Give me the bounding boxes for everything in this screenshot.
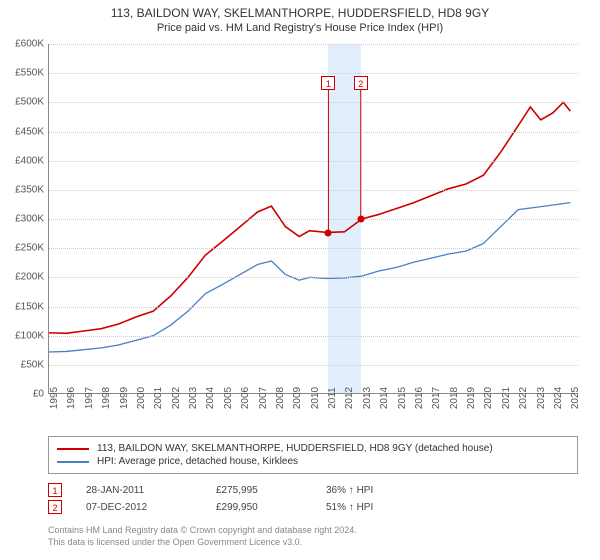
- x-axis-label: 2009: [292, 387, 303, 409]
- y-axis-label: £550K: [15, 68, 44, 79]
- sale-marker-box: 1: [321, 76, 335, 90]
- title-block: 113, BAILDON WAY, SKELMANTHORPE, HUDDERS…: [0, 0, 600, 36]
- x-axis-label: 2021: [501, 387, 512, 409]
- sale-hpi: 51% ↑ HPI: [326, 502, 446, 513]
- x-axis-label: 2022: [518, 387, 529, 409]
- x-axis-label: 2006: [240, 387, 251, 409]
- gridline: [49, 277, 578, 278]
- x-axis-label: 1995: [49, 387, 60, 409]
- gridline: [49, 336, 578, 337]
- x-axis-label: 2010: [310, 387, 321, 409]
- x-axis-label: 2023: [536, 387, 547, 409]
- sale-price: £275,995: [216, 485, 326, 496]
- y-axis-label: £50K: [21, 359, 44, 370]
- y-axis-label: £100K: [15, 330, 44, 341]
- y-axis-label: £300K: [15, 214, 44, 225]
- x-axis-label: 1999: [119, 387, 130, 409]
- x-axis-label: 1998: [101, 387, 112, 409]
- x-axis-label: 2004: [205, 387, 216, 409]
- chart-title: 113, BAILDON WAY, SKELMANTHORPE, HUDDERS…: [0, 6, 600, 20]
- sale-date: 07-DEC-2012: [86, 502, 216, 513]
- gridline: [49, 190, 578, 191]
- x-axis-label: 2011: [327, 387, 338, 409]
- legend-swatch: [57, 461, 89, 463]
- series-line: [49, 102, 570, 333]
- sales-table: 1 28-JAN-2011£275,99536% ↑ HPI 2 07-DEC-201…: [48, 480, 446, 517]
- footer-line: Contains HM Land Registry data © Crown c…: [48, 525, 357, 537]
- x-axis-label: 2008: [275, 387, 286, 409]
- x-axis-label: 2017: [431, 387, 442, 409]
- sale-date: 28-JAN-2011: [86, 485, 216, 496]
- gridline: [49, 365, 578, 366]
- y-axis-label: £0: [33, 389, 44, 400]
- x-axis-label: 2024: [553, 387, 564, 409]
- x-axis-label: 2015: [397, 387, 408, 409]
- legend-box: 113, BAILDON WAY, SKELMANTHORPE, HUDDERS…: [48, 436, 578, 474]
- sale-hpi: 36% ↑ HPI: [326, 485, 446, 496]
- x-axis-label: 1996: [66, 387, 77, 409]
- sale-marker-box: 2: [354, 76, 368, 90]
- x-axis-label: 2007: [258, 387, 269, 409]
- legend-label: HPI: Average price, detached house, Kirk…: [97, 456, 298, 467]
- gridline: [49, 102, 578, 103]
- gridline: [49, 44, 578, 45]
- x-axis-label: 1997: [84, 387, 95, 409]
- y-axis-label: £150K: [15, 301, 44, 312]
- sale-point: [325, 230, 332, 237]
- x-axis-label: 2018: [449, 387, 460, 409]
- gridline: [49, 307, 578, 308]
- y-axis-label: £400K: [15, 155, 44, 166]
- legend-entry: HPI: Average price, detached house, Kirk…: [57, 456, 569, 467]
- x-axis-label: 2025: [570, 387, 581, 409]
- x-axis-label: 2019: [466, 387, 477, 409]
- plot-region: £0£50K£100K£150K£200K£250K£300K£350K£400…: [48, 44, 578, 394]
- legend-entry: 113, BAILDON WAY, SKELMANTHORPE, HUDDERS…: [57, 443, 569, 454]
- x-axis-label: 2001: [153, 387, 164, 409]
- gridline: [49, 248, 578, 249]
- chart-subtitle: Price paid vs. HM Land Registry's House …: [0, 22, 600, 34]
- sale-point: [357, 216, 364, 223]
- gridline: [49, 219, 578, 220]
- y-axis-label: £200K: [15, 272, 44, 283]
- x-axis-label: 2013: [362, 387, 373, 409]
- sale-row: 2 07-DEC-2012£299,95051% ↑ HPI: [48, 500, 446, 514]
- x-axis-label: 2020: [483, 387, 494, 409]
- legend-label: 113, BAILDON WAY, SKELMANTHORPE, HUDDERS…: [97, 443, 493, 454]
- chart-container: 113, BAILDON WAY, SKELMANTHORPE, HUDDERS…: [0, 0, 600, 560]
- x-axis-label: 2003: [188, 387, 199, 409]
- y-axis-label: £450K: [15, 126, 44, 137]
- y-axis-label: £600K: [15, 39, 44, 50]
- x-axis-label: 2000: [136, 387, 147, 409]
- gridline: [49, 161, 578, 162]
- sale-marker-icon: 2: [48, 500, 62, 514]
- footer-line: This data is licensed under the Open Gov…: [48, 537, 357, 549]
- sale-price: £299,950: [216, 502, 326, 513]
- legend-swatch: [57, 448, 89, 450]
- footer-attribution: Contains HM Land Registry data © Crown c…: [48, 525, 357, 548]
- chart-area: £0£50K£100K£150K£200K£250K£300K£350K£400…: [48, 44, 578, 394]
- y-axis-label: £250K: [15, 243, 44, 254]
- y-axis-label: £350K: [15, 184, 44, 195]
- y-axis-label: £500K: [15, 97, 44, 108]
- x-axis-label: 2014: [379, 387, 390, 409]
- gridline: [49, 132, 578, 133]
- x-axis-label: 2005: [223, 387, 234, 409]
- sale-marker-icon: 1: [48, 483, 62, 497]
- x-axis-label: 2002: [171, 387, 182, 409]
- sale-row: 1 28-JAN-2011£275,99536% ↑ HPI: [48, 483, 446, 497]
- x-axis-label: 2012: [344, 387, 355, 409]
- x-axis-label: 2016: [414, 387, 425, 409]
- gridline: [49, 73, 578, 74]
